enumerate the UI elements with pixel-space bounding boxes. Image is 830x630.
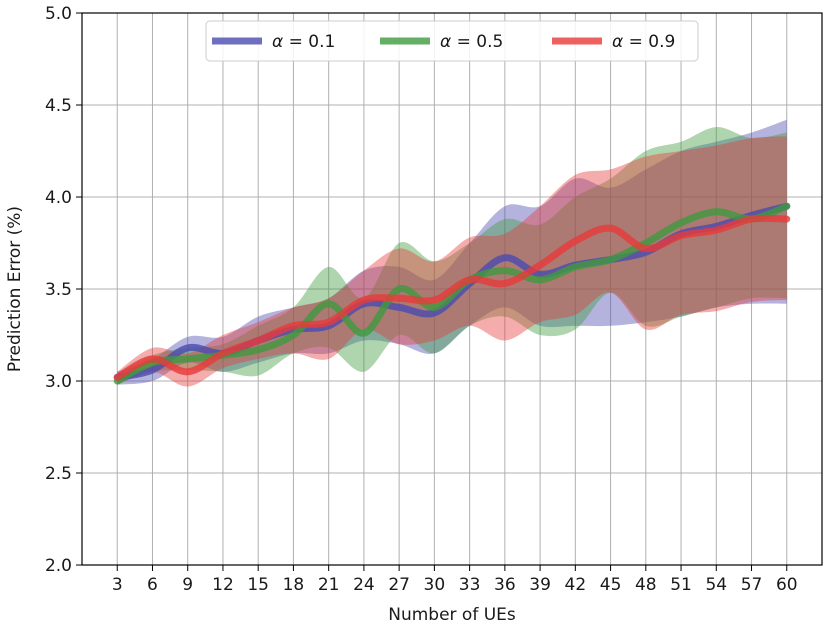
x-tick-label: 54 bbox=[705, 575, 727, 595]
y-tick-label: 3.0 bbox=[45, 372, 72, 392]
x-tick-label: 9 bbox=[182, 575, 193, 595]
x-tick-label: 60 bbox=[776, 575, 798, 595]
confidence-band-3 bbox=[117, 136, 787, 387]
series-lines bbox=[113, 202, 791, 385]
confidence-bands bbox=[117, 119, 787, 387]
x-tick-label: 39 bbox=[529, 575, 551, 595]
x-tick-label: 6 bbox=[147, 575, 158, 595]
x-tick-label: 36 bbox=[494, 575, 516, 595]
x-tick-label: 42 bbox=[565, 575, 587, 595]
legend: α = 0.1 α = 0.5 α = 0.9 bbox=[205, 20, 699, 62]
x-tick-label: 27 bbox=[388, 575, 410, 595]
x-tick-label: 24 bbox=[353, 575, 375, 595]
legend-label-1: α = 0.1 bbox=[272, 32, 335, 52]
x-tick-label: 33 bbox=[459, 575, 481, 595]
legend-label-3: α = 0.9 bbox=[612, 32, 675, 52]
confidence-band-2 bbox=[117, 127, 787, 385]
x-tick-label: 12 bbox=[212, 575, 234, 595]
x-tick-label: 15 bbox=[247, 575, 269, 595]
y-tick-label: 2.5 bbox=[45, 464, 72, 484]
y-tick-label: 4.0 bbox=[45, 188, 72, 208]
legend-label-2: α = 0.5 bbox=[440, 32, 503, 52]
y-tick-label: 2.0 bbox=[45, 556, 72, 576]
x-tick-label: 51 bbox=[670, 575, 692, 595]
x-tick-label: 18 bbox=[283, 575, 305, 595]
confidence-band-1 bbox=[117, 119, 787, 385]
x-tick-label: 45 bbox=[600, 575, 622, 595]
grid-layer bbox=[82, 12, 822, 566]
y-tick-label: 3.5 bbox=[45, 280, 72, 300]
x-tick-label: 57 bbox=[741, 575, 763, 595]
series-line-3 bbox=[113, 214, 791, 381]
y-tick-label: 5.0 bbox=[45, 4, 72, 24]
x-tick-label: 48 bbox=[635, 575, 657, 595]
axis-ticks: 3 6 9 12 15 18 21 24 27 30 33 36 39 42 45 48 51 54 57 602.0… bbox=[45, 4, 798, 595]
x-tick-label: 21 bbox=[318, 575, 340, 595]
y-axis-label: Prediction Error (%) bbox=[5, 206, 25, 372]
y-tick-label: 4.5 bbox=[45, 96, 72, 116]
x-axis-label: Number of UEs bbox=[388, 605, 516, 625]
x-tick-label: 30 bbox=[424, 575, 446, 595]
legend-box bbox=[205, 20, 699, 62]
x-tick-label: 3 bbox=[112, 575, 123, 595]
